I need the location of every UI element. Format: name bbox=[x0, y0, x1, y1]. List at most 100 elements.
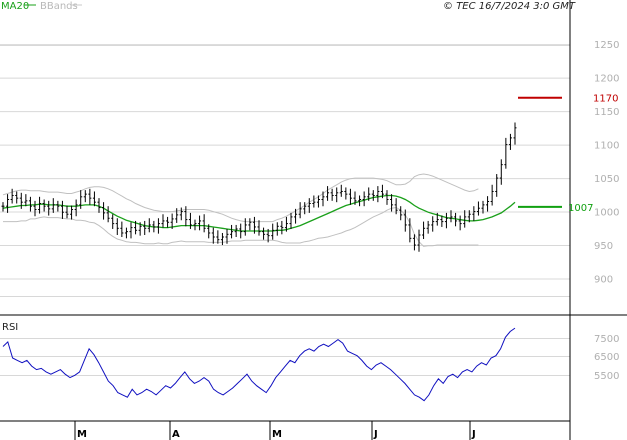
price-tick-label: 1050 bbox=[594, 174, 619, 185]
rsi-y-axis: 5500 6500 7500 bbox=[594, 334, 619, 382]
ohlc-bar bbox=[490, 184, 494, 206]
ohlc-bar bbox=[326, 186, 330, 201]
rsi-tick-label: 5500 bbox=[594, 371, 619, 382]
rsi-line-layer bbox=[2, 327, 516, 402]
ohlc-bar bbox=[106, 206, 110, 223]
ohlc-bar bbox=[134, 220, 138, 235]
plot-background bbox=[0, 0, 570, 440]
price-tick-label: 1000 bbox=[594, 208, 619, 219]
ohlc-bar bbox=[28, 196, 32, 212]
ohlc-bar bbox=[19, 192, 23, 209]
copyright-text: © TEC 16/7/2024 3:0 GMT bbox=[443, 1, 576, 12]
ohlc-bar bbox=[230, 224, 234, 239]
ohlc-bar bbox=[266, 228, 270, 243]
ohlc-bar bbox=[289, 212, 293, 229]
ohlc-bar bbox=[1, 202, 5, 212]
bbands-lower-line bbox=[3, 206, 479, 247]
ohlc-bar bbox=[344, 187, 348, 200]
bbands-legend-label: BBands bbox=[40, 1, 78, 12]
ohlc-bar bbox=[102, 202, 106, 220]
ohlc-bar bbox=[170, 213, 174, 229]
ohlc-bar bbox=[362, 191, 366, 207]
ohlc-bar bbox=[408, 218, 412, 243]
ohlc-bar bbox=[412, 234, 416, 251]
ohlc-bar bbox=[307, 198, 311, 213]
ohlc-bar bbox=[476, 201, 480, 216]
price-grid bbox=[0, 44, 570, 297]
ohlc-bar bbox=[243, 218, 247, 236]
ohlc-bar bbox=[358, 195, 362, 207]
ohlc-bar bbox=[70, 205, 74, 220]
ohlc-bar bbox=[284, 216, 288, 232]
ohlc-bar bbox=[6, 194, 10, 213]
rsi-label: RSI bbox=[2, 322, 18, 333]
ohlc-bar bbox=[10, 188, 14, 204]
ohlc-bar bbox=[262, 227, 266, 240]
month-label: J bbox=[373, 429, 378, 440]
month-label: A bbox=[172, 429, 180, 440]
ohlc-bar bbox=[15, 191, 19, 204]
price-tick-label: 1100 bbox=[594, 141, 619, 152]
ohlc-bar bbox=[271, 223, 275, 240]
ohlc-bar bbox=[385, 190, 389, 205]
ohlc-bar bbox=[147, 218, 151, 233]
ohlc-bar bbox=[184, 206, 188, 227]
ohlc-bar bbox=[97, 198, 101, 213]
ohlc-bar bbox=[348, 188, 352, 205]
ohlc-bar bbox=[467, 210, 471, 223]
price-tick-label: 1150 bbox=[594, 107, 619, 118]
ohlc-bar bbox=[435, 212, 439, 226]
ohlc-bar bbox=[239, 223, 243, 239]
rsi-line bbox=[2, 327, 516, 402]
ohlc-bar bbox=[444, 212, 448, 229]
ohlc-bar bbox=[156, 218, 160, 234]
ohlc-bar bbox=[257, 220, 261, 236]
ohlc-bar bbox=[166, 216, 170, 228]
ohlc-bar bbox=[175, 208, 179, 223]
month-label: M bbox=[272, 429, 282, 440]
ohlc-bar bbox=[83, 190, 87, 203]
ohlc-bar bbox=[65, 205, 69, 219]
ohlc-bar bbox=[495, 174, 499, 197]
ohlc-bar bbox=[472, 206, 476, 221]
ohlc-bar bbox=[312, 195, 316, 208]
price-y-axis: 900 950 1000 1050 1100 1150 1200 1250 bbox=[594, 40, 619, 285]
ohlc-bar bbox=[188, 212, 192, 229]
ohlc-bar bbox=[499, 159, 503, 185]
ohlc-bar bbox=[24, 194, 28, 207]
ohlc-bar bbox=[207, 224, 211, 239]
ohlc-bar bbox=[234, 224, 238, 237]
ohlc-bar bbox=[92, 191, 96, 207]
ohlc-bar bbox=[88, 188, 92, 205]
ohlc-bar bbox=[367, 187, 371, 201]
ohlc-bar bbox=[431, 216, 435, 232]
ohlc-bar bbox=[248, 218, 252, 231]
ohlc-bar bbox=[303, 202, 307, 215]
ohlc-bar bbox=[179, 207, 183, 221]
ohlc-bar bbox=[280, 220, 284, 235]
ohlc-bar bbox=[124, 227, 128, 239]
ohlc-bar bbox=[56, 200, 60, 212]
ohlc-bar bbox=[394, 198, 398, 215]
ohlc-bar bbox=[399, 206, 403, 221]
ohlc-bar bbox=[417, 229, 421, 252]
ohlc-bar bbox=[115, 218, 119, 235]
ohlc-bar bbox=[51, 198, 55, 213]
bbands-upper-line bbox=[2, 173, 479, 223]
rsi-tick-label: 6500 bbox=[594, 352, 619, 363]
ohlc-bar bbox=[481, 200, 485, 214]
resistance-label: 1170 bbox=[593, 94, 618, 105]
month-label: J bbox=[471, 429, 476, 440]
ohlc-bar bbox=[33, 200, 37, 217]
candles bbox=[1, 122, 517, 252]
ohlc-bar bbox=[143, 220, 147, 235]
ohlc-bar bbox=[403, 209, 407, 232]
ohlc-bar bbox=[458, 215, 462, 231]
ohlc-bar bbox=[504, 137, 508, 169]
ohlc-bar bbox=[422, 221, 426, 240]
ohlc-bar bbox=[449, 210, 453, 223]
ohlc-bar bbox=[211, 227, 215, 244]
ohlc-bar bbox=[193, 219, 197, 231]
